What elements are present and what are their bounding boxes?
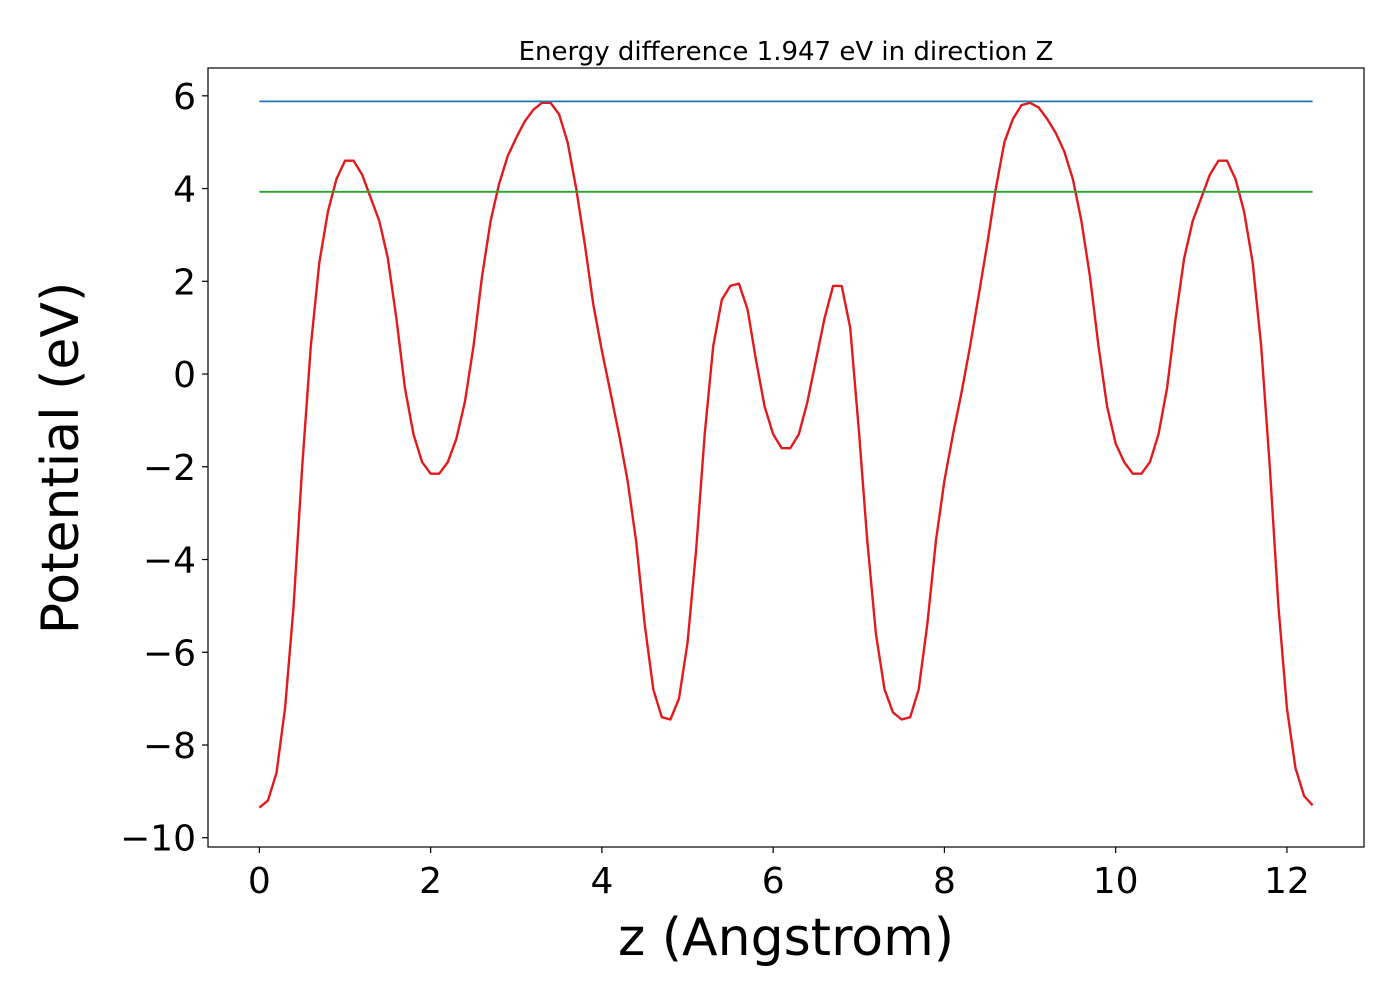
y-axis-label: Potential (eV) bbox=[31, 282, 91, 634]
y-tick-label: −4 bbox=[143, 541, 196, 582]
y-tick-label: 0 bbox=[173, 355, 196, 396]
x-axis-label: z (Angstrom) bbox=[618, 908, 954, 968]
y-tick-label: −8 bbox=[143, 726, 196, 767]
plot-area bbox=[258, 100, 1314, 809]
x-tick-label: 0 bbox=[248, 861, 271, 902]
y-tick-label: 4 bbox=[173, 170, 196, 211]
chart-title: Energy difference 1.947 eV in direction … bbox=[519, 37, 1054, 67]
y-tick-label: −10 bbox=[120, 819, 196, 860]
y-tick-label: −2 bbox=[143, 448, 196, 489]
y-tick-label: −6 bbox=[143, 633, 196, 674]
x-tick-label: 2 bbox=[419, 861, 442, 902]
y-axis-ticks: −10 −8 −6 −4 −2 0 2 4 6 bbox=[120, 77, 208, 860]
series-line-0 bbox=[258, 101, 1314, 809]
x-axis-ticks: 0 2 4 6 8 10 12 bbox=[248, 847, 1310, 902]
plot-frame bbox=[207, 67, 1365, 848]
y-tick-label: 6 bbox=[173, 77, 196, 118]
x-tick-label: 8 bbox=[933, 861, 956, 902]
x-tick-label: 4 bbox=[590, 861, 613, 902]
x-tick-label: 12 bbox=[1264, 861, 1310, 902]
x-tick-label: 6 bbox=[762, 861, 785, 902]
y-tick-label: 2 bbox=[173, 262, 196, 303]
x-tick-label: 10 bbox=[1093, 861, 1139, 902]
